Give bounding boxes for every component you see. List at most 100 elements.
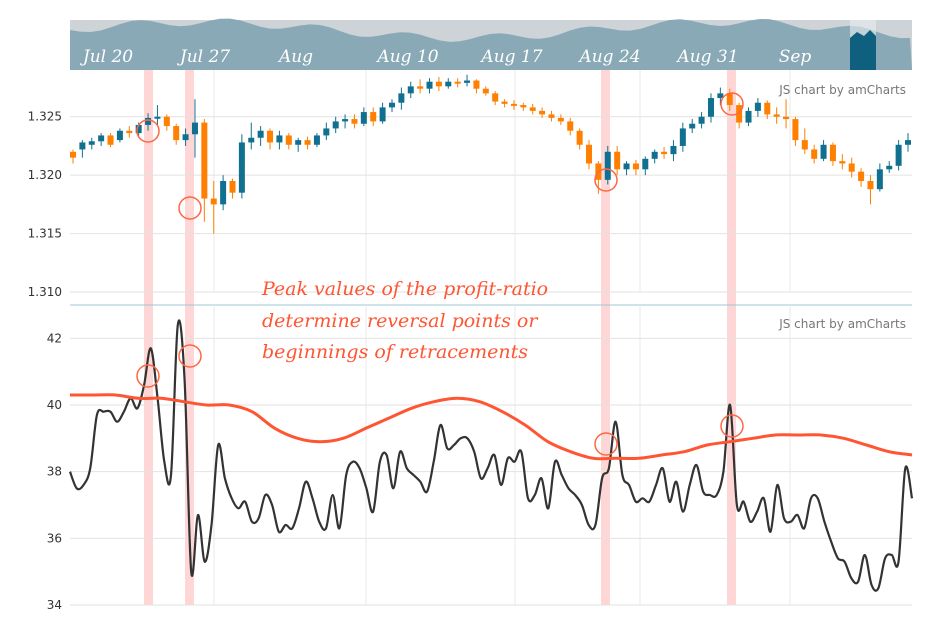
candle-body — [295, 140, 302, 145]
candle-body — [98, 135, 105, 142]
ratio-tick-label: 42 — [47, 331, 62, 345]
candle-body — [829, 144, 836, 162]
price-tick-label: 1.310 — [28, 285, 62, 299]
candle-body — [820, 144, 827, 159]
candle-body — [135, 124, 142, 134]
navigator-label: Aug 24 — [577, 47, 640, 67]
candle-body — [285, 135, 292, 145]
candle-body — [557, 117, 564, 122]
candle-body — [351, 119, 358, 124]
navigator[interactable]: Jul 20 Jul 27 Aug Aug 10 Aug 17 Aug 24 Aug 31 S… — [70, 18, 912, 71]
highlight-bands — [144, 70, 736, 605]
candle-body — [586, 144, 593, 164]
navigator-label: Sep — [779, 47, 812, 67]
marker-circle — [178, 344, 202, 368]
candle-body — [876, 169, 883, 190]
price-markers — [136, 92, 744, 220]
profit-ratio-line — [68, 319, 914, 592]
candle-body — [567, 121, 574, 131]
candle-body — [792, 119, 799, 141]
candle-body — [529, 107, 536, 111]
marker-circle — [594, 168, 618, 192]
candle-body — [679, 128, 686, 146]
candle-body — [126, 130, 133, 134]
candle-body — [70, 151, 76, 158]
navigator-label: Aug 31 — [675, 47, 738, 67]
candle-body — [754, 102, 761, 111]
marker-circle — [594, 432, 618, 456]
price-credit[interactable]: JS chart by amCharts — [778, 83, 906, 97]
candle-body — [539, 110, 546, 115]
candle-body — [473, 80, 480, 89]
candle-body — [698, 116, 705, 124]
candle-body — [398, 93, 405, 103]
price-tick-label: 1.325 — [28, 110, 62, 124]
candle-body — [370, 112, 377, 122]
candle-body — [614, 151, 621, 170]
candle-body — [632, 163, 639, 170]
candle-body — [717, 93, 724, 99]
candle-body — [304, 140, 311, 145]
price-tick-label: 1.320 — [28, 168, 62, 182]
candle-body — [736, 105, 743, 123]
ratio-markers — [136, 344, 744, 456]
candle-body — [482, 88, 489, 94]
price-tick-label: 1.315 — [28, 227, 62, 241]
candle-body — [801, 140, 808, 150]
candle-body — [342, 119, 349, 122]
candle-body — [191, 122, 198, 135]
candle-body — [623, 163, 630, 170]
candle-body — [492, 93, 499, 102]
candle-body — [651, 151, 658, 159]
candle-body — [435, 81, 442, 87]
candle-body — [520, 105, 527, 108]
candle-body — [895, 144, 902, 166]
ratio-tick-label: 34 — [47, 598, 62, 612]
candle-body — [323, 128, 330, 136]
ratio-tick-label: 40 — [47, 398, 62, 412]
navigator-selected-area — [850, 30, 876, 70]
candle-body — [707, 98, 714, 117]
candle-body — [689, 123, 696, 129]
candle-body — [229, 181, 236, 193]
navigator-label: Aug 10 — [375, 47, 438, 67]
highlight-band — [727, 70, 736, 605]
candle-body — [642, 158, 649, 170]
candle-body — [426, 81, 433, 89]
marker-circle — [136, 119, 160, 143]
candle-body — [745, 110, 752, 123]
candle-body — [661, 151, 668, 155]
navigator-label: Aug 17 — [479, 47, 542, 67]
candle-body — [276, 135, 283, 143]
ratio-credit[interactable]: JS chart by amCharts — [778, 317, 906, 331]
navigator-label: Jul 20 — [80, 47, 133, 67]
candle-body — [501, 101, 508, 104]
candle-body — [886, 165, 893, 170]
annotation-line-1: Peak values of the profit-ratio — [261, 278, 548, 300]
candle-body — [576, 130, 583, 145]
candle-body — [257, 130, 264, 138]
candle-body — [858, 171, 865, 181]
annotation: Peak values of the profit-ratio determin… — [261, 278, 548, 363]
candle-body — [379, 107, 386, 122]
candle-body — [163, 116, 170, 127]
candle-body — [548, 114, 555, 118]
candle-body — [670, 145, 677, 155]
candle-body — [764, 102, 771, 115]
candle-body — [145, 117, 152, 125]
annotation-line-3: beginnings of retracements — [262, 341, 528, 363]
marker-circle — [720, 92, 744, 116]
candle-body — [201, 122, 208, 199]
candle-body — [388, 102, 395, 108]
candle-body — [454, 81, 461, 84]
candle-body — [604, 151, 611, 180]
trend-line — [69, 393, 913, 461]
highlight-band — [185, 70, 194, 605]
candle-body — [116, 130, 123, 141]
candle-body — [210, 198, 217, 205]
price-panel: 1.325 1.320 1.315 1.310 JS chart by amChart… — [28, 70, 912, 299]
candle-body — [867, 181, 874, 190]
candle-body — [726, 93, 733, 106]
marker-circle — [720, 414, 744, 438]
